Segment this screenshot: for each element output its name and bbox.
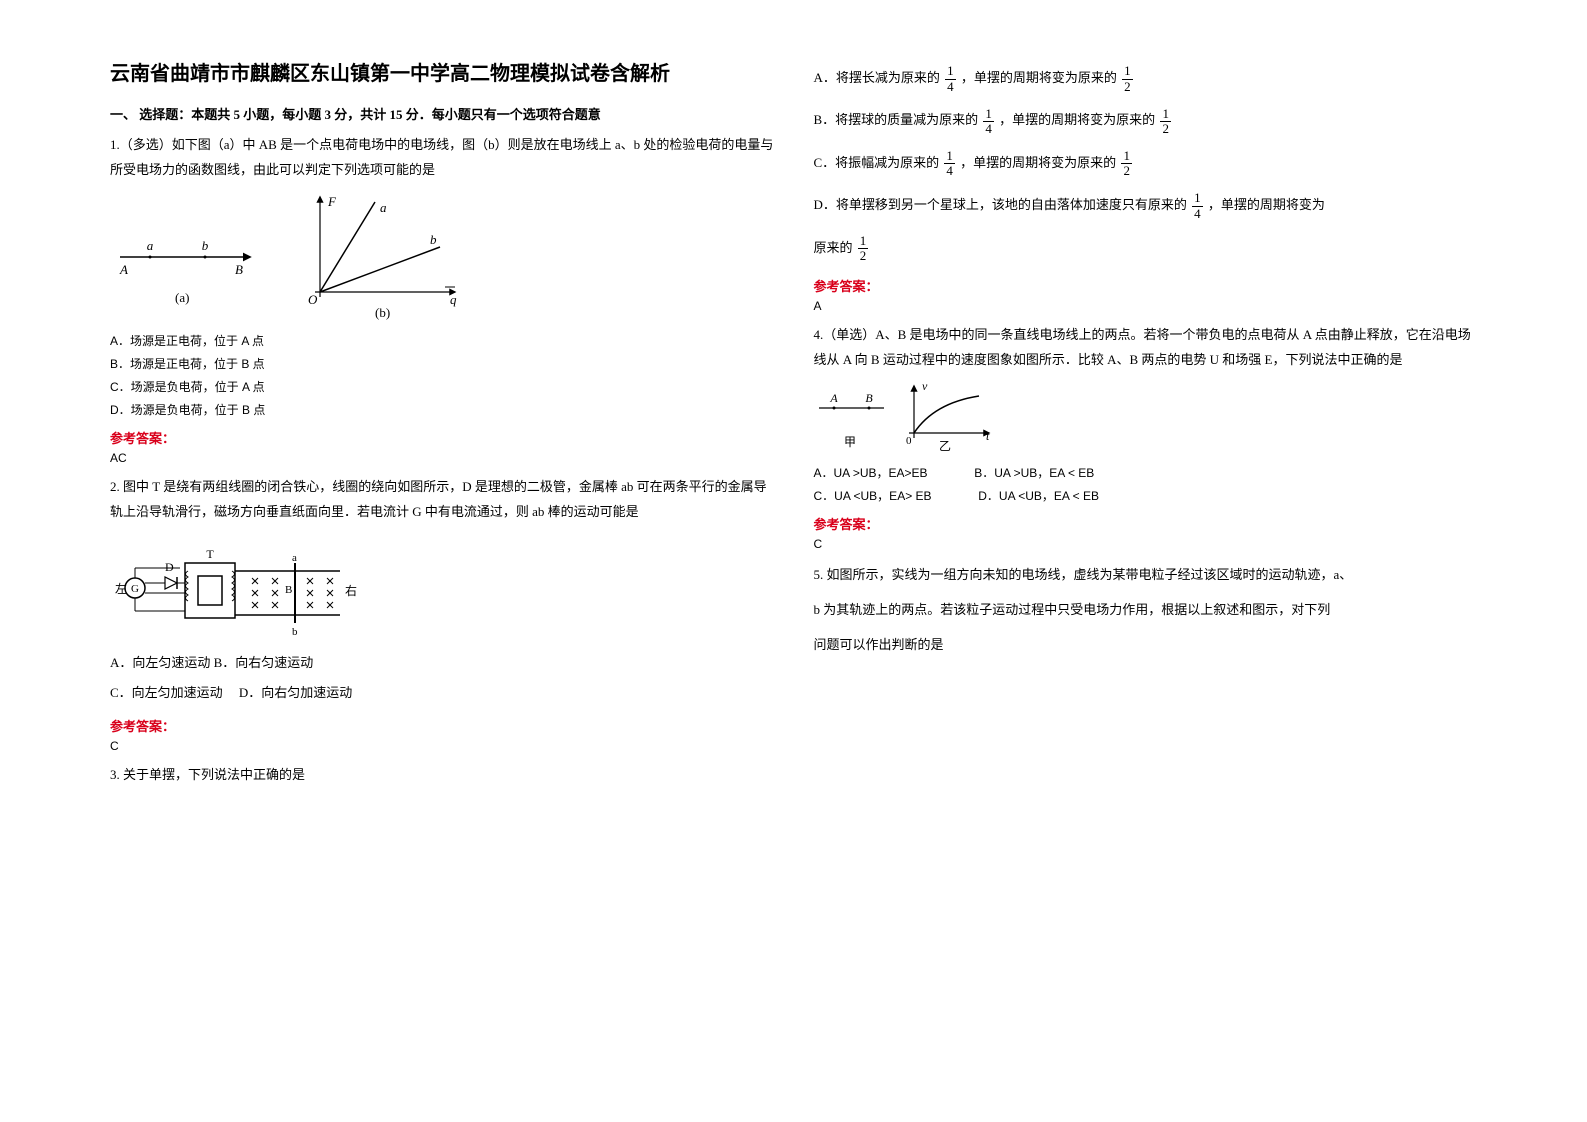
q4-stem: 4.（单选）A、B 是电场中的同一条直线电场线上的两点。若将一个带负电的点电荷从…: [814, 323, 1478, 372]
q3-optC-mid: ，单摆的周期将变为原来的: [960, 155, 1116, 170]
q4-opts-row1: A．UA >UB，EA>EB B．UA >UB，EA < EB: [814, 464, 1478, 481]
q1-opt-b: B．场源是正电荷，位于 B 点: [110, 355, 774, 372]
fig-a-label-B: B: [235, 262, 243, 277]
q4-fig-O: 0: [906, 435, 912, 447]
frac-1-2: 12: [1121, 149, 1132, 179]
frac-1-4: 14: [983, 107, 994, 137]
q4-ans: C: [814, 537, 1478, 551]
frac-1-4: 14: [944, 149, 955, 179]
q4-fig-jia: 甲: [844, 435, 856, 449]
q3-optD-tail: 原来的: [814, 240, 853, 255]
frac-1-2: 12: [1122, 64, 1133, 94]
q2-fig-a: a: [292, 552, 297, 564]
q2-fig-B: B: [285, 584, 292, 596]
q2-fig-G: G: [131, 583, 139, 595]
q2-fig-D: D: [165, 560, 174, 574]
q1-figures: a b A B (a) F a b O q (b): [110, 192, 774, 322]
q4-fig-v: v: [922, 379, 928, 393]
fig-b-label-a: a: [380, 200, 387, 215]
q2-opts-cd: C．向左匀加速运动 D．向右匀加速运动: [110, 681, 774, 706]
q2-ans: C: [110, 739, 774, 753]
q5-stem1: 5. 如图所示，实线为一组方向未知的电场线，虚线为某带电粒子经过该区域时的运动轨…: [814, 561, 1478, 590]
fig-a-label-A: A: [119, 262, 128, 277]
q3-optB-mid: ，单摆的周期将变为原来的: [999, 112, 1155, 127]
q1-ans-label: 参考答案：: [110, 428, 774, 447]
q4-opt-c: C．UA <UB，EA> EB: [814, 489, 932, 503]
fig-a-label-b: b: [202, 238, 209, 253]
q1-opt-d: D．场源是负电荷，位于 B 点: [110, 401, 774, 418]
q4-opt-b: B．UA >UB，EA < EB: [974, 466, 1094, 480]
frac-1-4: 14: [1192, 191, 1203, 221]
q2-fig-left: 左: [115, 581, 127, 596]
q1-ans: AC: [110, 451, 774, 465]
q3-opt-c: C．将振幅减为原来的 14 ，单摆的周期将变为原来的 12: [814, 145, 1478, 181]
q1-figure-b: F a b O q (b): [290, 192, 470, 322]
q1-stem: 1.（多选）如下图（a）中 AB 是一个点电荷电场中的电场线，图（b）则是放在电…: [110, 133, 774, 182]
fig-b-sublabel: (b): [375, 305, 390, 320]
q2-fig-T: T: [206, 547, 214, 561]
left-column: 云南省曲靖市市麒麟区东山镇第一中学高二物理模拟试卷含解析 一、 选择题：本题共 …: [90, 60, 794, 1082]
frac-1-4: 14: [945, 64, 956, 94]
q3-opt-d: D．将单摆移到另一个星球上，该地的自由落体加速度只有原来的 14 ，单摆的周期将…: [814, 187, 1478, 223]
q3-optA-mid: ，单摆的周期将变为原来的: [961, 70, 1117, 85]
section-1-header: 一、 选择题：本题共 5 小题，每小题 3 分，共计 15 分．每小题只有一个选…: [110, 104, 774, 123]
q3-stem: 3. 关于单摆，下列说法中正确的是: [110, 763, 774, 788]
q3-optC-pre: C．将振幅减为原来的: [814, 155, 940, 170]
q2-stem: 2. 图中 T 是绕有两组线圈的闭合铁心，线圈的绕向如图所示，D 是理想的二极管…: [110, 475, 774, 524]
fig-a-label-a: a: [147, 238, 154, 253]
q3-ans-label: 参考答案：: [814, 276, 1478, 295]
q2-figure: G 左 D T a b: [110, 533, 370, 643]
q3-opt-d-tail: 原来的 12: [814, 230, 1478, 266]
q4-opt-d: D．UA <UB，EA < EB: [978, 489, 1099, 503]
fig-b-label-O: O: [308, 292, 318, 307]
q3-optA-pre: A．将摆长减为原来的: [814, 70, 940, 85]
exam-title: 云南省曲靖市市麒麟区东山镇第一中学高二物理模拟试卷含解析: [110, 60, 774, 88]
fig-b-label-F: F: [327, 194, 337, 209]
q4-opt-a: A．UA >UB，EA>EB: [814, 466, 928, 480]
q4-fig-t: t: [986, 429, 990, 443]
q1-figure-a: a b A B (a): [110, 202, 260, 312]
q4-opts-row2: C．UA <UB，EA> EB D．UA <UB，EA < EB: [814, 487, 1478, 504]
fig-b-label-q: q: [450, 292, 457, 307]
q3-optD-pre: D．将单摆移到另一个星球上，该地的自由落体加速度只有原来的: [814, 197, 1187, 212]
q3-opt-a: A．将摆长减为原来的 14 ，单摆的周期将变为原来的 12: [814, 60, 1478, 96]
q4-fig-A: A: [829, 391, 838, 405]
q5-stem2: b 为其轨迹上的两点。若该粒子运动过程中只受电场力作用，根据以上叙述和图示，对下…: [814, 596, 1478, 625]
q5-stem3: 问题可以作出判断的是: [814, 631, 1478, 660]
q3-optB-pre: B．将摆球的质量减为原来的: [814, 112, 979, 127]
frac-1-2: 12: [1160, 107, 1171, 137]
fig-a-sublabel: (a): [175, 290, 189, 305]
q3-opt-b: B．将摆球的质量减为原来的 14 ，单摆的周期将变为原来的 12: [814, 102, 1478, 138]
q2-fig-right: 右: [345, 583, 357, 598]
q3-optD-mid: ，单摆的周期将变为: [1208, 197, 1325, 212]
q2-opts-ab: A．向左匀速运动 B．向右匀速运动: [110, 651, 774, 676]
q3-ans: A: [814, 299, 1478, 313]
q1-opt-a: A．场源是正电荷，位于 A 点: [110, 332, 774, 349]
right-column: A．将摆长减为原来的 14 ，单摆的周期将变为原来的 12 B．将摆球的质量减为…: [794, 60, 1498, 1082]
fig-b-label-b: b: [430, 232, 437, 247]
q4-fig-B: B: [865, 391, 873, 405]
frac-1-2: 12: [858, 234, 869, 264]
q4-fig-yi: 乙: [939, 439, 951, 453]
q4-figure: A B 甲 v t 0 乙: [814, 378, 1014, 458]
q2-ans-label: 参考答案：: [110, 716, 774, 735]
q1-opt-c: C．场源是负电荷，位于 A 点: [110, 378, 774, 395]
q4-ans-label: 参考答案：: [814, 514, 1478, 533]
q2-fig-b: b: [292, 626, 298, 638]
